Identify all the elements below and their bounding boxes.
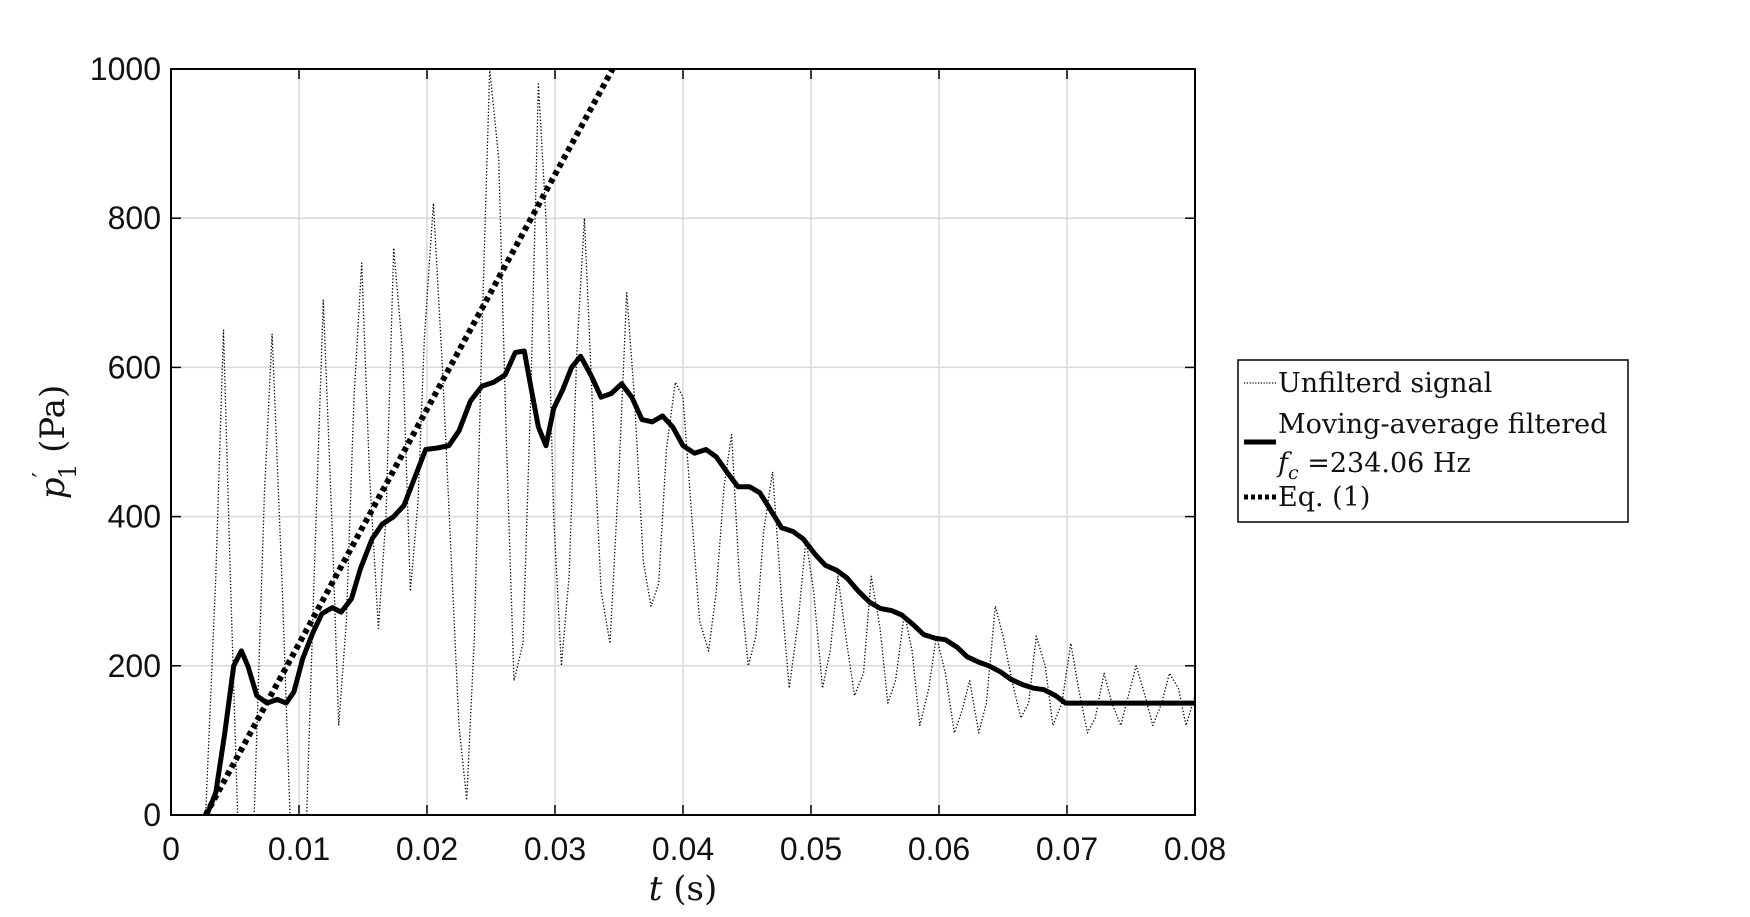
legend: Unfilterd signal Moving-average filtered… (1237, 359, 1629, 523)
legend-box (1237, 359, 1629, 523)
x-tick-label: 0 (162, 831, 180, 867)
legend-label-eq1: Eq. (1) (1278, 482, 1370, 513)
y-tick-label: 0 (143, 797, 161, 833)
x-axis-label: t (s) (649, 869, 717, 909)
y-tick-label: 400 (108, 499, 161, 535)
y-axis-label: p′1 (Pa) (28, 385, 82, 499)
y-tick-label: 1000 (90, 51, 161, 87)
x-tick-label: 0.05 (780, 831, 842, 867)
series-layer (202, 69, 1195, 815)
series-eq1-line (202, 69, 616, 815)
axis-labels: t (s) p′1 (Pa) (28, 385, 717, 909)
y-tick-label: 600 (108, 349, 161, 385)
series-unfiltered-line (204, 69, 1195, 815)
grid (171, 69, 1195, 815)
y-tick-label: 200 (108, 648, 161, 684)
legend-label-filtered: Moving-average filtered (1278, 409, 1607, 440)
x-tick-label: 0.03 (524, 831, 586, 867)
x-tick-label: 0.04 (652, 831, 714, 867)
x-tick-label: 0.02 (396, 831, 458, 867)
legend-label-cutoff: fc =234.06 Hz (1276, 448, 1471, 484)
legend-label-unfiltered: Unfilterd signal (1278, 368, 1492, 399)
x-tick-label: 0.01 (268, 831, 330, 867)
ticks: 0 0.01 0.02 0.03 0.04 0.05 0.06 0.07 0.08 0 200 400… (90, 51, 1226, 867)
x-tick-label: 0.06 (908, 831, 970, 867)
x-tick-label: 0.07 (1036, 831, 1098, 867)
y-tick-label: 800 (108, 200, 161, 236)
x-tick-label: 0.08 (1164, 831, 1226, 867)
series-filtered-line (204, 348, 1195, 815)
